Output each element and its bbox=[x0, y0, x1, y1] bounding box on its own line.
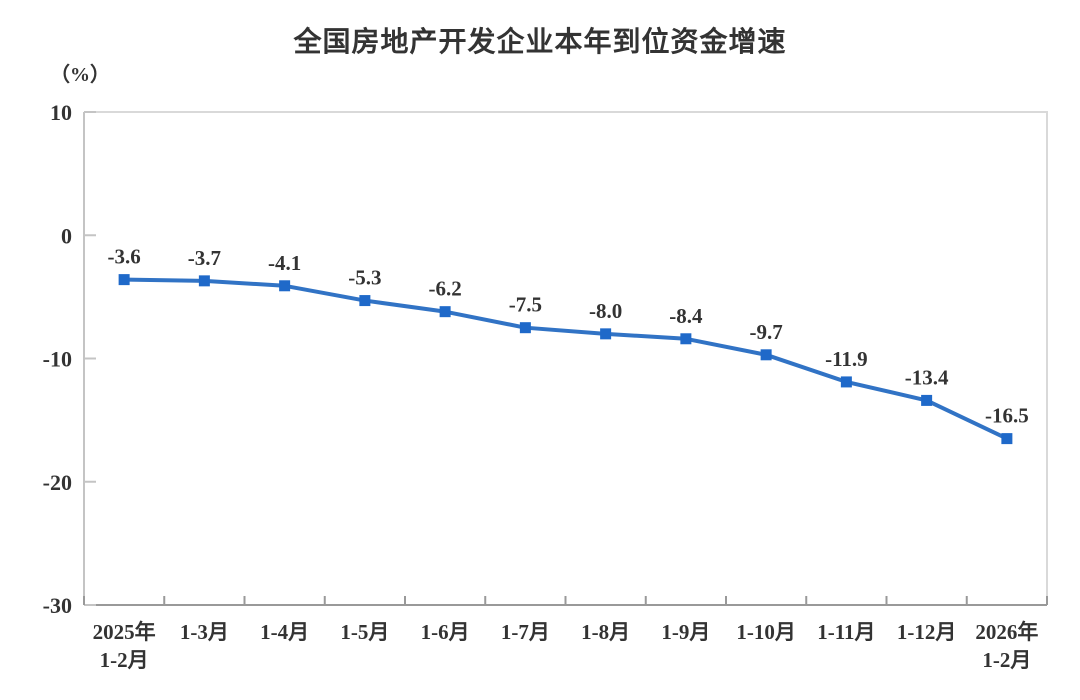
data-point-marker bbox=[760, 349, 772, 361]
data-point-marker bbox=[1001, 433, 1013, 445]
data-point-marker bbox=[600, 328, 612, 340]
data-point-label: -3.6 bbox=[108, 245, 141, 269]
x-tick-label: 1-10月 bbox=[736, 620, 796, 644]
x-tick-label: 1-4月 bbox=[260, 620, 309, 644]
x-tick-label: 1-11月 bbox=[817, 620, 875, 644]
data-point-label: -3.7 bbox=[188, 246, 221, 270]
x-tick-label: 2025年 1-2月 bbox=[93, 620, 156, 672]
data-point-label: -16.5 bbox=[985, 404, 1029, 428]
data-point-marker bbox=[519, 322, 531, 334]
x-tick-label: 2026年 1-2月 bbox=[975, 620, 1038, 672]
y-tick-label: 0 bbox=[61, 223, 72, 248]
data-point-label: -6.2 bbox=[429, 277, 462, 301]
data-point-label: -8.0 bbox=[589, 299, 622, 323]
data-point-label: -9.7 bbox=[750, 320, 783, 344]
data-point-label: -13.4 bbox=[905, 365, 949, 389]
data-point-marker bbox=[198, 275, 210, 287]
y-tick-label: -10 bbox=[43, 347, 72, 372]
data-point-label: -7.5 bbox=[509, 293, 542, 317]
data-point-marker bbox=[840, 376, 852, 388]
data-point-marker bbox=[921, 394, 933, 406]
x-tick-label: 1-3月 bbox=[180, 620, 229, 644]
x-tick-label: 1-6月 bbox=[421, 620, 470, 644]
plot-border bbox=[84, 111, 1048, 605]
data-point-marker bbox=[359, 295, 371, 307]
chart-title: 全国房地产开发企业本年到位资金增速 bbox=[293, 26, 787, 57]
x-tick-label: 1-5月 bbox=[340, 620, 389, 644]
data-point-label: -5.3 bbox=[348, 266, 381, 290]
series-line bbox=[122, 277, 1009, 441]
y-tick-label: 10 bbox=[50, 100, 72, 125]
y-axis-unit-label: （%） bbox=[50, 64, 110, 86]
data-point-label: -11.9 bbox=[825, 347, 868, 371]
y-tick-label: -30 bbox=[43, 593, 72, 618]
y-tick-label: -20 bbox=[43, 470, 72, 495]
x-tick-label: 1-7月 bbox=[501, 620, 550, 644]
data-point-marker bbox=[279, 280, 291, 292]
data-point-label: -4.1 bbox=[268, 251, 301, 275]
data-point-marker bbox=[439, 306, 451, 318]
x-tick-label: 1-8月 bbox=[581, 620, 630, 644]
data-point-marker bbox=[118, 274, 130, 286]
x-tick-label: 1-9月 bbox=[661, 620, 710, 644]
data-point-marker bbox=[680, 333, 692, 345]
data-point-label: -8.4 bbox=[669, 304, 703, 328]
x-tick-label: 1-12月 bbox=[897, 620, 957, 644]
